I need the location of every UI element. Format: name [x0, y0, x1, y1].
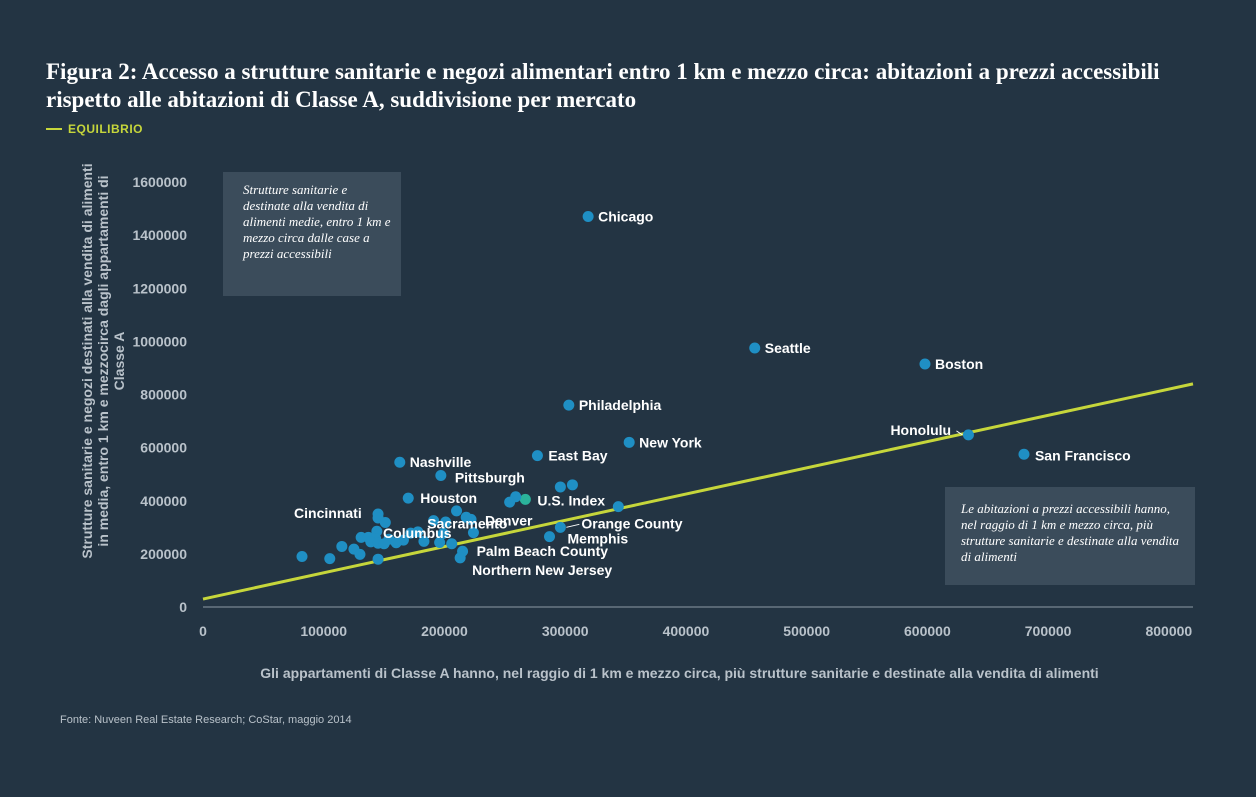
y-axis: 0 200000 400000 600000 800000 1000000 1200000 1…	[132, 174, 187, 615]
label-philadelphia: Philadelphia	[579, 397, 662, 413]
label-northern-new-jersey: Northern New Jersey	[472, 562, 612, 578]
legend: EQUILIBRIO	[46, 122, 143, 136]
point-market	[504, 496, 516, 508]
point-chicago	[582, 211, 594, 223]
x-axis: 0 100000 200000 300000 400000 500000 600000 700…	[199, 606, 1193, 639]
point-honolulu	[962, 429, 974, 441]
x-tick-label: 200000	[421, 623, 468, 639]
point-market	[405, 527, 417, 539]
label-columbus: Columbus	[383, 525, 452, 541]
x-tick-label: 600000	[904, 623, 951, 639]
point-market	[296, 551, 308, 563]
point-columbus	[372, 553, 384, 565]
legend-line-swatch	[46, 128, 62, 130]
point-market	[418, 535, 430, 547]
y-tick-label: 1200000	[132, 280, 187, 296]
y-tick-label: 400000	[140, 493, 187, 509]
x-axis-title: Gli appartamenti di Classe A hanno, nel …	[260, 665, 1099, 681]
point-market	[446, 538, 458, 550]
y-tick-label: 1600000	[132, 174, 187, 190]
point-market	[354, 548, 366, 560]
label-leader-line	[566, 523, 580, 528]
point-houston	[402, 492, 414, 504]
point-market	[378, 538, 390, 550]
point-market	[336, 540, 348, 552]
x-tick-label: 400000	[663, 623, 710, 639]
label-sacramento: Sacramento	[427, 515, 507, 531]
point-pittsburgh	[435, 470, 447, 482]
point-nashville	[394, 456, 406, 468]
point-market	[440, 516, 452, 528]
x-tick-label: 300000	[542, 623, 589, 639]
chart-title: Figura 2: Accesso a strutture sanitarie …	[46, 59, 1160, 112]
label-seattle: Seattle	[765, 340, 811, 356]
point-northern-new-jersey	[454, 552, 466, 564]
label-boston: Boston	[935, 356, 983, 372]
x-tick-label: 100000	[300, 623, 347, 639]
annotation-box-average: Strutture sanitarie e destinate alla ven…	[223, 172, 401, 296]
label-houston: Houston	[420, 490, 477, 506]
point-market	[451, 505, 463, 517]
legend-label: EQUILIBRIO	[68, 122, 144, 136]
point-market	[428, 515, 440, 527]
label-u-s-index: U.S. Index	[537, 492, 605, 508]
x-tick-label: 800000	[1145, 623, 1192, 639]
point-sacramento	[437, 527, 449, 539]
label-leader-line	[956, 430, 963, 436]
y-tick-label: 1400000	[132, 227, 187, 243]
x-tick-label: 0	[199, 623, 207, 639]
point-market	[467, 527, 479, 539]
point-market	[460, 511, 472, 523]
point-market	[434, 536, 446, 548]
label-east-bay: East Bay	[548, 448, 607, 464]
point-market	[324, 553, 336, 565]
y-tick-label: 800000	[140, 387, 187, 403]
y-tick-label: 200000	[140, 546, 187, 562]
point-seattle	[749, 342, 761, 354]
point-market	[379, 517, 391, 529]
equilibrium-line	[202, 382, 1194, 601]
x-tick-label: 700000	[1025, 623, 1072, 639]
label-cincinnati: Cincinnati	[294, 505, 362, 521]
equilibrium-line-group	[202, 382, 1194, 601]
y-axis-title: Strutture sanitarie e negozi destinati a…	[79, 163, 127, 559]
point-market	[390, 537, 402, 549]
point-market	[612, 501, 624, 513]
label-palm-beach-county: Palm Beach County	[477, 543, 609, 559]
y-tick-label: 0	[179, 599, 187, 615]
annotation-box-affordable: Le abitazioni a prezzi accessibili hanno…	[945, 487, 1195, 585]
label-honolulu: Honolulu	[890, 422, 951, 438]
label-memphis: Memphis	[568, 531, 629, 547]
label-chicago: Chicago	[598, 209, 653, 225]
source-note: Fonte: Nuveen Real Estate Research; CoSt…	[60, 714, 352, 726]
y-tick-label: 1000000	[132, 333, 187, 349]
point-east-bay	[531, 450, 543, 462]
point-san-francisco	[1018, 448, 1030, 460]
point-u-s-index	[519, 493, 531, 505]
point-memphis	[544, 531, 555, 543]
label-nashville: Nashville	[410, 454, 472, 470]
label-orange-county: Orange County	[581, 515, 682, 531]
point-new-york	[623, 436, 635, 448]
point-orange-county	[554, 521, 566, 533]
point-philadelphia	[563, 399, 575, 411]
point-boston	[919, 358, 931, 370]
data-points	[296, 211, 1030, 565]
point-market	[554, 481, 566, 493]
point-market	[566, 479, 578, 491]
label-denver: Denver	[485, 512, 533, 528]
label-san-francisco: San Francisco	[1035, 447, 1131, 463]
label-pittsburgh: Pittsburgh	[455, 470, 525, 486]
point-labels: Chicago Seattle Boston Philadelphia Honolulu…	[294, 209, 1131, 578]
label-new-york: New York	[639, 434, 702, 450]
y-tick-label: 600000	[140, 440, 187, 456]
x-tick-label: 500000	[783, 623, 830, 639]
